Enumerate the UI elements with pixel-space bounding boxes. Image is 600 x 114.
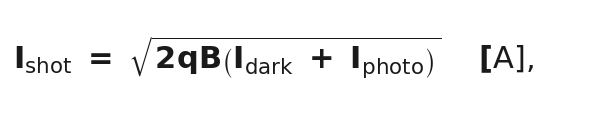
Text: $\bf{I}_{\rm{shot}}\ =\ \sqrt{2qB\left(\bf{I}_{\rm{dark}}\ +\ \bf{I}_{\rm{photo}: $\bf{I}_{\rm{shot}}\ =\ \sqrt{2qB\left(\… bbox=[13, 34, 535, 80]
